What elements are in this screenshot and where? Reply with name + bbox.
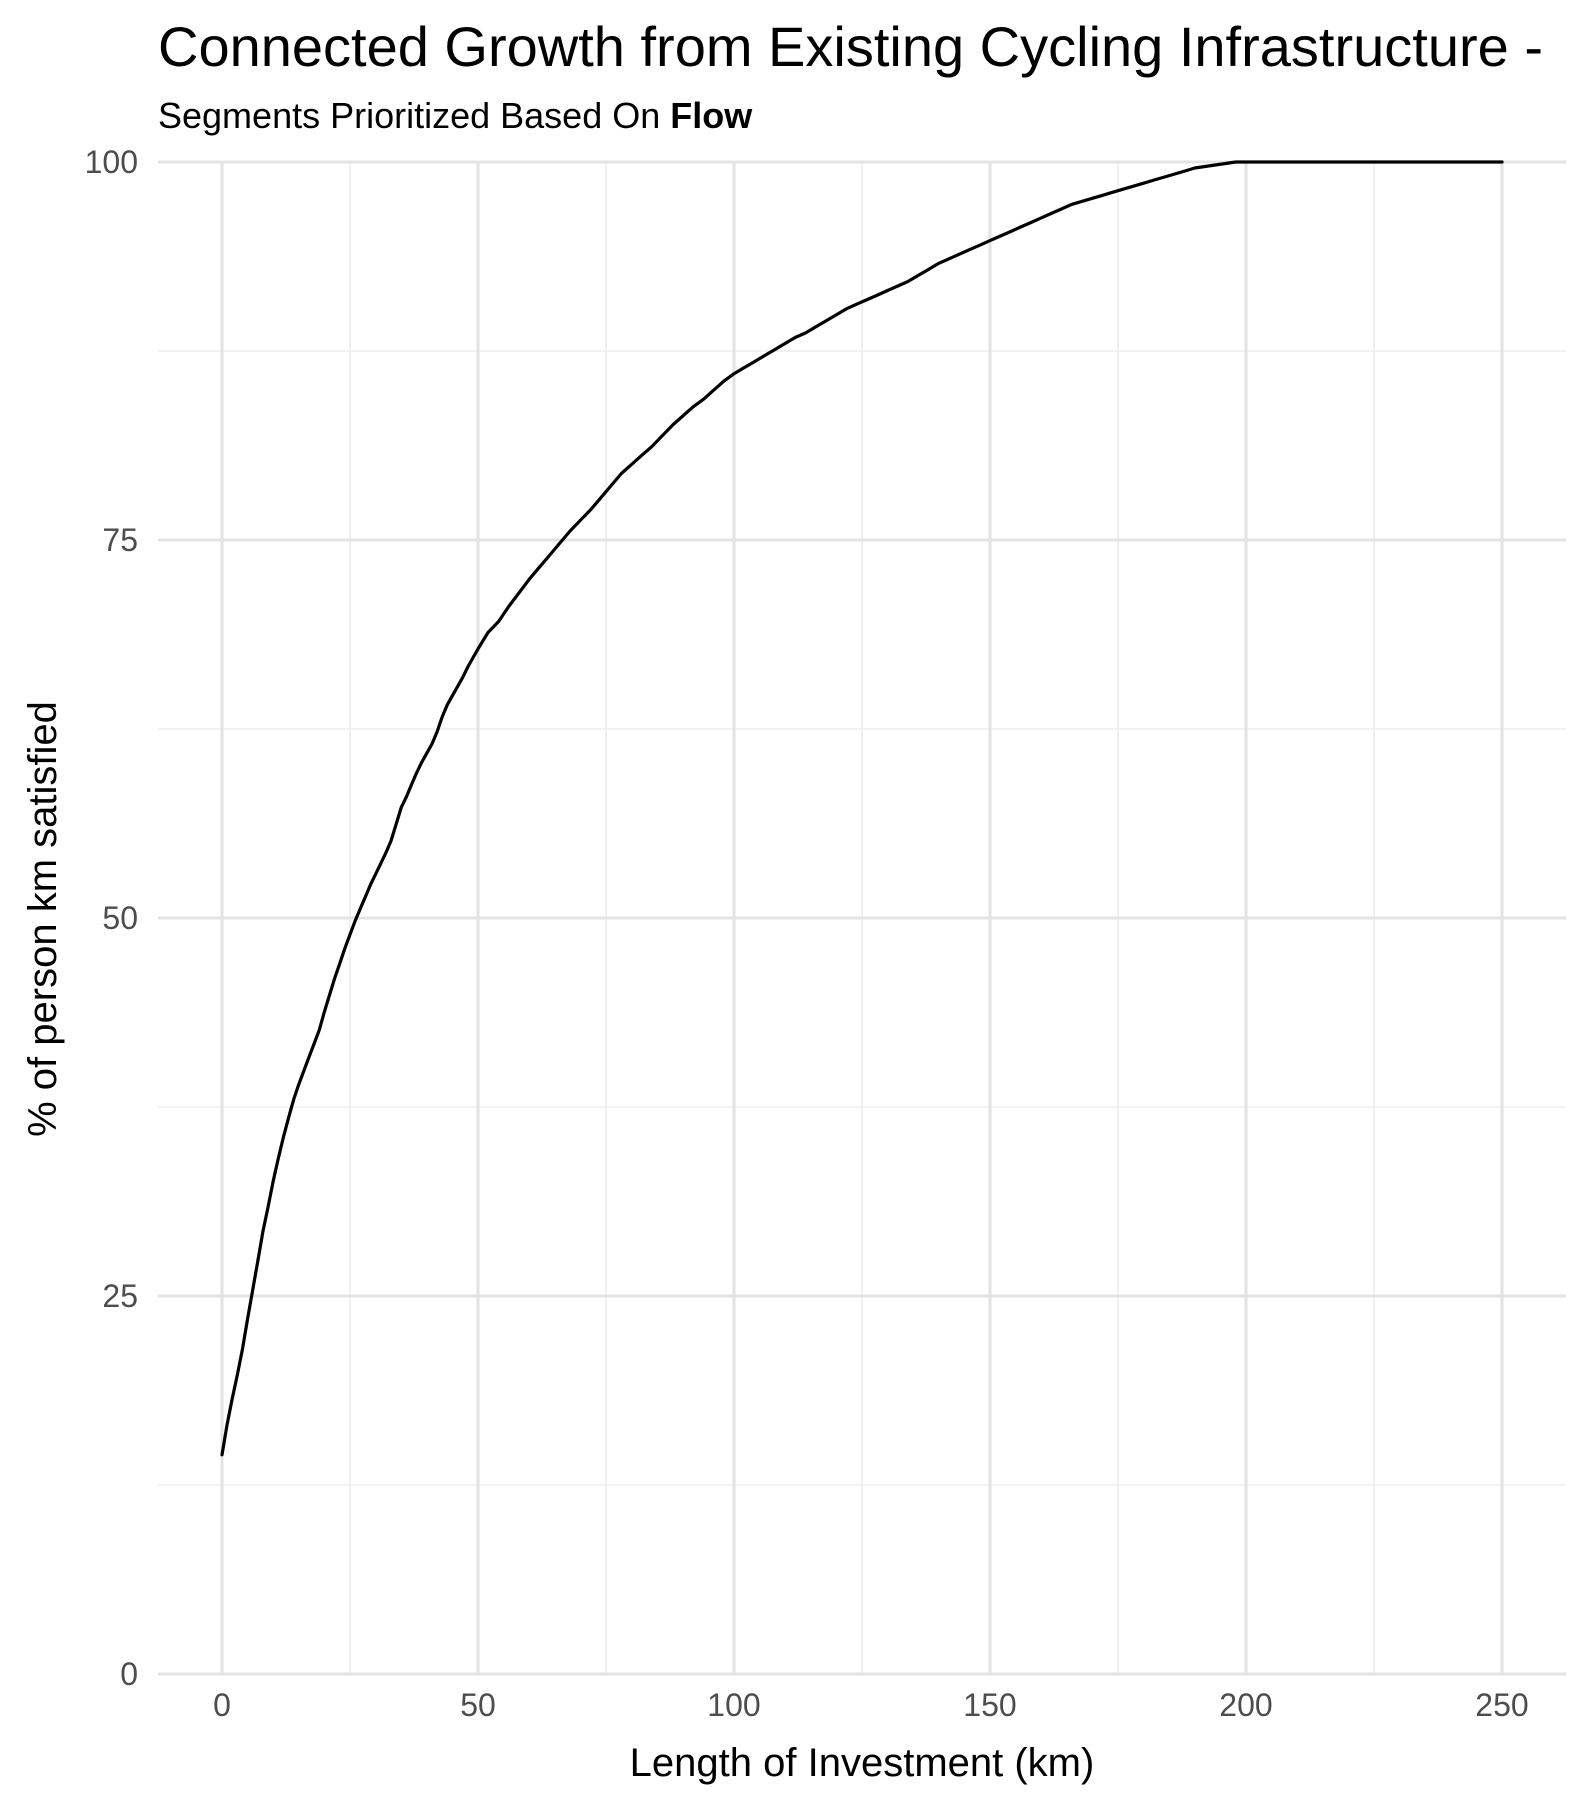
x-tick-label: 100 <box>707 1687 760 1723</box>
y-tick-label: 75 <box>102 522 138 558</box>
x-axis-title: Length of Investment (km) <box>630 1741 1095 1785</box>
y-axis-ticks: 0 25 50 75 100 <box>85 144 138 1692</box>
x-tick-label: 200 <box>1219 1687 1272 1723</box>
x-axis-ticks: 0 50 100 150 200 250 <box>213 1687 1529 1723</box>
y-tick-label: 100 <box>85 144 138 180</box>
y-axis-title: % of person km satisfied <box>21 701 65 1137</box>
x-tick-label: 150 <box>963 1687 1016 1723</box>
chart-subtitle-prefix: Segments Prioritized Based On <box>158 95 670 136</box>
y-tick-label: 25 <box>102 1278 138 1314</box>
series-line <box>220 160 1504 1457</box>
chart-title: Connected Growth from Existing Cycling I… <box>158 15 1543 78</box>
x-tick-label: 50 <box>460 1687 496 1723</box>
series-group <box>220 160 1504 1457</box>
x-tick-label: 0 <box>213 1687 231 1723</box>
x-tick-label: 250 <box>1475 1687 1528 1723</box>
chart-subtitle-emphasis: Flow <box>670 95 753 136</box>
chart-subtitle: Segments Prioritized Based On Flow <box>158 95 753 136</box>
y-tick-label: 0 <box>120 1656 138 1692</box>
plot-grid <box>158 160 1566 1676</box>
y-tick-label: 50 <box>102 900 138 936</box>
